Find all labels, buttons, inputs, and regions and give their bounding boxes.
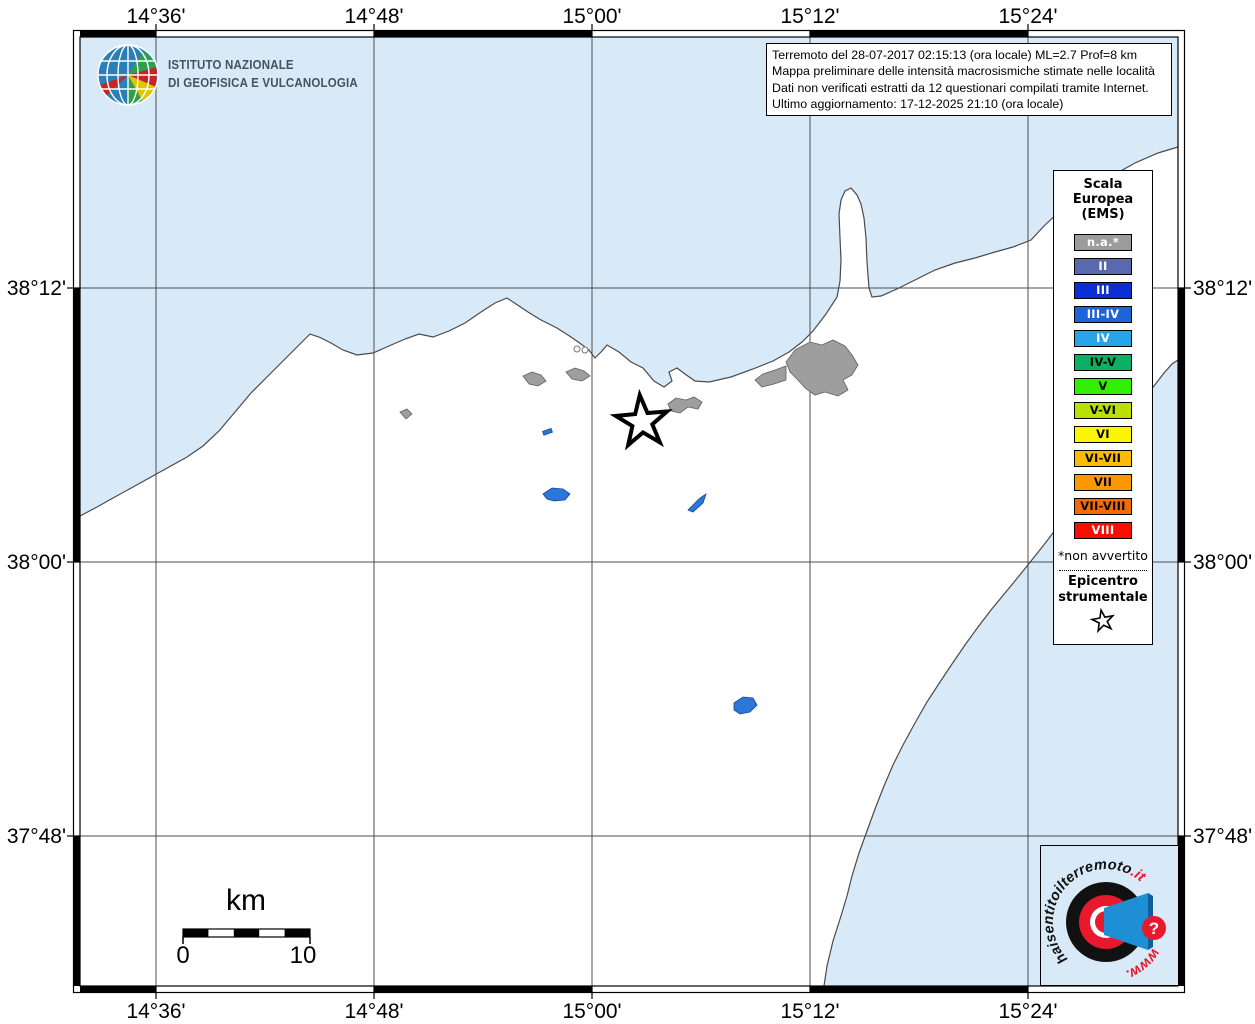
- lon-label-bottom-1500: 15°00': [562, 1000, 622, 1023]
- lat-label-left-3812: 38°12': [6, 277, 66, 300]
- lon-label-top-1436: 14°36': [126, 5, 186, 28]
- legend-chip-iii-iv: III-IV: [1074, 306, 1132, 323]
- ingv-globe-logo: [97, 44, 159, 106]
- legend-chip-label: III: [1096, 282, 1110, 297]
- haisentitoilterremoto-logo: ? haisentitoilterremoto.it www.: [1040, 845, 1179, 986]
- epicenter-star: [609, 388, 673, 451]
- legend-epicenter-star-icon: [1089, 608, 1115, 634]
- legend-chip-vi: VI: [1074, 426, 1132, 443]
- legend-chip-vii: VII: [1074, 474, 1132, 491]
- legend-chip-v-vi: V-VI: [1074, 402, 1132, 419]
- legend-chip-label: VI: [1096, 426, 1110, 441]
- felt-locality-patches: [542, 427, 758, 715]
- info-line-updated: Ultimo aggiornamento: 17-12-2025 21:10 (…: [772, 96, 1064, 111]
- legend-chip-label: VII-VIII: [1080, 498, 1126, 513]
- lon-label-bottom-1436: 14°36': [126, 1000, 186, 1023]
- legend-chip-iv-v: IV-V: [1074, 354, 1132, 371]
- legend-title-line1: Scala: [1083, 177, 1123, 192]
- ingv-name-line2: DI GEOFISICA E VULCANOLOGIA: [168, 75, 358, 90]
- legend-epicenter-label: Epicentro strumentale: [1058, 574, 1148, 605]
- scalebar-start-label: 0: [176, 942, 190, 969]
- legend-chip-label: II: [1098, 258, 1108, 273]
- sea-tyrrhenian: [80, 37, 1178, 516]
- legend-chip-vii-viii: VII-VIII: [1074, 498, 1132, 515]
- lon-label-top-1524: 15°24': [998, 5, 1058, 28]
- legend-title: Scala Europea (EMS): [1073, 177, 1133, 222]
- legend-chip-label: VIII: [1091, 522, 1115, 537]
- lat-label-right-3748: 37°48': [1193, 825, 1253, 848]
- legend-chip-label: V-VI: [1089, 402, 1117, 417]
- question-mark: ?: [1149, 919, 1159, 938]
- legend-title-line2: Europea: [1072, 192, 1134, 207]
- scalebar-unit-label: km: [226, 884, 266, 917]
- ingv-institute-name: ISTITUTO NAZIONALE DI GEOFISICA E VULCAN…: [168, 57, 358, 92]
- legend-chip-label: III-IV: [1086, 306, 1120, 321]
- unfelt-locality-patches: [399, 339, 859, 420]
- legend-chip-na: n.a.*: [1074, 234, 1132, 251]
- lon-label-top-1448: 14°48': [344, 5, 404, 28]
- lat-label-right-3800: 38°00': [1193, 551, 1253, 574]
- tiny-circle-localities: [573, 345, 589, 354]
- info-line-data-source: Dati non verificati estratti da 12 quest…: [772, 80, 1149, 95]
- legend-epicenter-line1: Epicentro: [1068, 574, 1138, 589]
- scalebar-end-label: 10: [289, 942, 317, 969]
- ems-scale-legend: Scala Europea (EMS) n.a.* II III III-IV …: [1053, 170, 1153, 645]
- legend-chip-label: n.a.*: [1086, 234, 1120, 249]
- legend-chip-label: VI-VII: [1084, 450, 1122, 465]
- legend-chip-label: V: [1098, 378, 1108, 393]
- legend-chip-iv: IV: [1074, 330, 1132, 347]
- lon-label-top-1512: 15°12': [780, 5, 840, 28]
- earthquake-info-box: Terremoto del 28-07-2017 02:15:13 (ora l…: [766, 43, 1172, 117]
- legend-title-line3: (EMS): [1081, 207, 1125, 222]
- legend-epicenter-line2: strumentale: [1058, 589, 1148, 605]
- lon-label-top-1500: 15°00': [562, 5, 622, 28]
- lat-label-left-3800: 38°00': [6, 551, 66, 574]
- coastline-north: [80, 146, 1178, 517]
- legend-separator: [1058, 570, 1148, 571]
- legend-chip-label: IV: [1096, 330, 1110, 345]
- scale-bar: [182, 928, 311, 944]
- legend-chip-v: V: [1074, 378, 1132, 395]
- lon-label-bottom-1512: 15°12': [780, 1000, 840, 1023]
- lat-label-right-3812: 38°12': [1193, 277, 1253, 300]
- legend-footnote: *non avvertito: [1058, 548, 1148, 563]
- ingv-name-line1: ISTITUTO NAZIONALE: [168, 58, 294, 72]
- legend-chip-viii: VIII: [1074, 522, 1132, 539]
- legend-chip-label: VII: [1093, 474, 1113, 489]
- question-mark-badge: [1142, 916, 1166, 940]
- lon-label-bottom-1448: 14°48': [344, 1000, 404, 1023]
- info-line-map-type: Mappa preliminare delle intensità macros…: [772, 64, 1155, 79]
- map-frame: [67, 24, 1191, 999]
- megaphone-icon: [1104, 893, 1148, 950]
- legend-chip-iii: III: [1074, 282, 1132, 299]
- info-line-event: Terremoto del 28-07-2017 02:15:13 (ora l…: [772, 48, 1138, 62]
- legend-chip-ii: II: [1074, 258, 1132, 275]
- lon-label-bottom-1524: 15°24': [998, 1000, 1058, 1023]
- legend-chip-label: IV-V: [1089, 354, 1117, 369]
- legend-chip-vi-vii: VI-VII: [1074, 450, 1132, 467]
- lat-label-left-3748: 37°48': [6, 825, 66, 848]
- grid-lines: [80, 37, 1178, 986]
